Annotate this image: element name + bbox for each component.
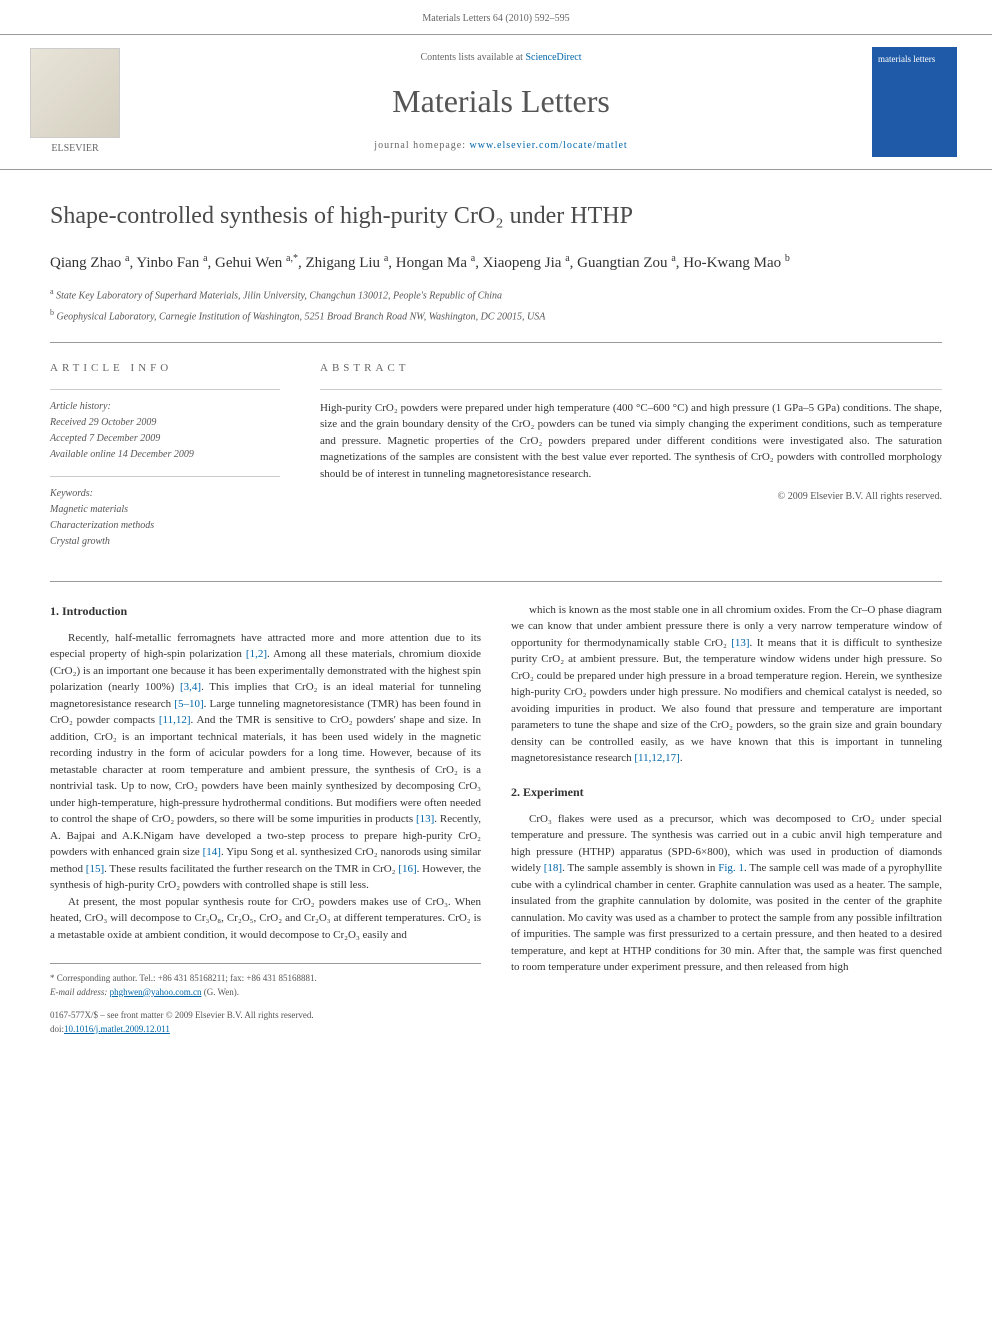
introduction-heading: 1. Introduction <box>50 602 481 620</box>
journal-homepage-line: journal homepage: www.elsevier.com/locat… <box>130 139 872 153</box>
banner-center: Contents lists available at ScienceDirec… <box>130 51 872 154</box>
abstract-divider <box>320 389 942 390</box>
left-column-footer: * Corresponding author. Tel.: +86 431 85… <box>50 963 481 1036</box>
experiment-heading: 2. Experiment <box>511 783 942 801</box>
abstract-label: ABSTRACT <box>320 361 942 376</box>
article-history-block: Article history: Received 29 October 200… <box>50 400 280 462</box>
history-line: Available online 14 December 2009 <box>50 448 280 462</box>
intro-paragraph-3: which is known as the most stable one in… <box>511 602 942 767</box>
article-body: Shape-controlled synthesis of high-purit… <box>0 170 992 1056</box>
journal-name: Materials Letters <box>130 79 872 124</box>
keyword-line: Characterization methods <box>50 519 280 533</box>
corresponding-author: * Corresponding author. Tel.: +86 431 85… <box>50 972 481 999</box>
keywords-title: Keywords: <box>50 487 280 501</box>
journal-banner: ELSEVIER Contents lists available at Sci… <box>0 34 992 170</box>
divider-top <box>50 342 942 343</box>
keywords-block: Keywords: Magnetic materials Characteriza… <box>50 487 280 549</box>
info-abstract-row: ARTICLE INFO Article history: Received 2… <box>50 361 942 562</box>
left-column: 1. Introduction Recently, half-metallic … <box>50 602 481 1037</box>
publisher-label: ELSEVIER <box>30 142 120 156</box>
keyword-line: Crystal growth <box>50 535 280 549</box>
keyword-line: Magnetic materials <box>50 503 280 517</box>
corresponding-email-link[interactable]: phghwen@yahoo.com.cn <box>110 987 202 997</box>
history-line: Accepted 7 December 2009 <box>50 432 280 446</box>
article-title: Shape-controlled synthesis of high-purit… <box>50 200 942 234</box>
divider-bottom <box>50 581 942 582</box>
article-info-column: ARTICLE INFO Article history: Received 2… <box>50 361 280 562</box>
elsevier-tree-icon <box>30 48 120 138</box>
cover-thumbnail-block: materials letters <box>872 47 972 157</box>
front-matter-text: 0167-577X/$ – see front matter © 2009 El… <box>50 1009 481 1023</box>
main-two-columns: 1. Introduction Recently, half-metallic … <box>50 602 942 1037</box>
running-header: Materials Letters 64 (2010) 592–595 <box>0 0 992 34</box>
abstract-column: ABSTRACT High-purity CrO₂ powders were p… <box>320 361 942 562</box>
article-info-label: ARTICLE INFO <box>50 361 280 376</box>
info-divider-2 <box>50 476 280 477</box>
publisher-logo-block: ELSEVIER <box>20 47 130 157</box>
sciencedirect-link[interactable]: ScienceDirect <box>525 52 581 63</box>
history-line: Received 29 October 2009 <box>50 416 280 430</box>
author-list: Qiang Zhao a, Yinbo Fan a, Gehui Wen a,*… <box>50 252 942 274</box>
journal-homepage-link[interactable]: www.elsevier.com/locate/matlet <box>470 140 628 151</box>
citation-text: Materials Letters 64 (2010) 592–595 <box>422 13 569 24</box>
contents-available-line: Contents lists available at ScienceDirec… <box>130 51 872 65</box>
intro-paragraph-1: Recently, half-metallic ferromagnets hav… <box>50 630 481 894</box>
affiliations: a State Key Laboratory of Superhard Mate… <box>50 286 942 325</box>
intro-paragraph-2: At present, the most popular synthesis r… <box>50 894 481 944</box>
abstract-copyright: © 2009 Elsevier B.V. All rights reserved… <box>320 490 942 504</box>
affiliation-line: b Geophysical Laboratory, Carnegie Insti… <box>50 307 942 324</box>
info-divider <box>50 389 280 390</box>
journal-cover-thumbnail: materials letters <box>872 47 957 157</box>
history-title: Article history: <box>50 400 280 414</box>
affiliation-line: a State Key Laboratory of Superhard Mate… <box>50 286 942 303</box>
experiment-paragraph-1: CrO₃ flakes were used as a precursor, wh… <box>511 811 942 976</box>
abstract-text: High-purity CrO₂ powders were prepared u… <box>320 400 942 483</box>
doi-link[interactable]: 10.1016/j.matlet.2009.12.011 <box>64 1024 170 1034</box>
right-column: which is known as the most stable one in… <box>511 602 942 1037</box>
front-matter-block: 0167-577X/$ – see front matter © 2009 El… <box>50 1009 481 1036</box>
